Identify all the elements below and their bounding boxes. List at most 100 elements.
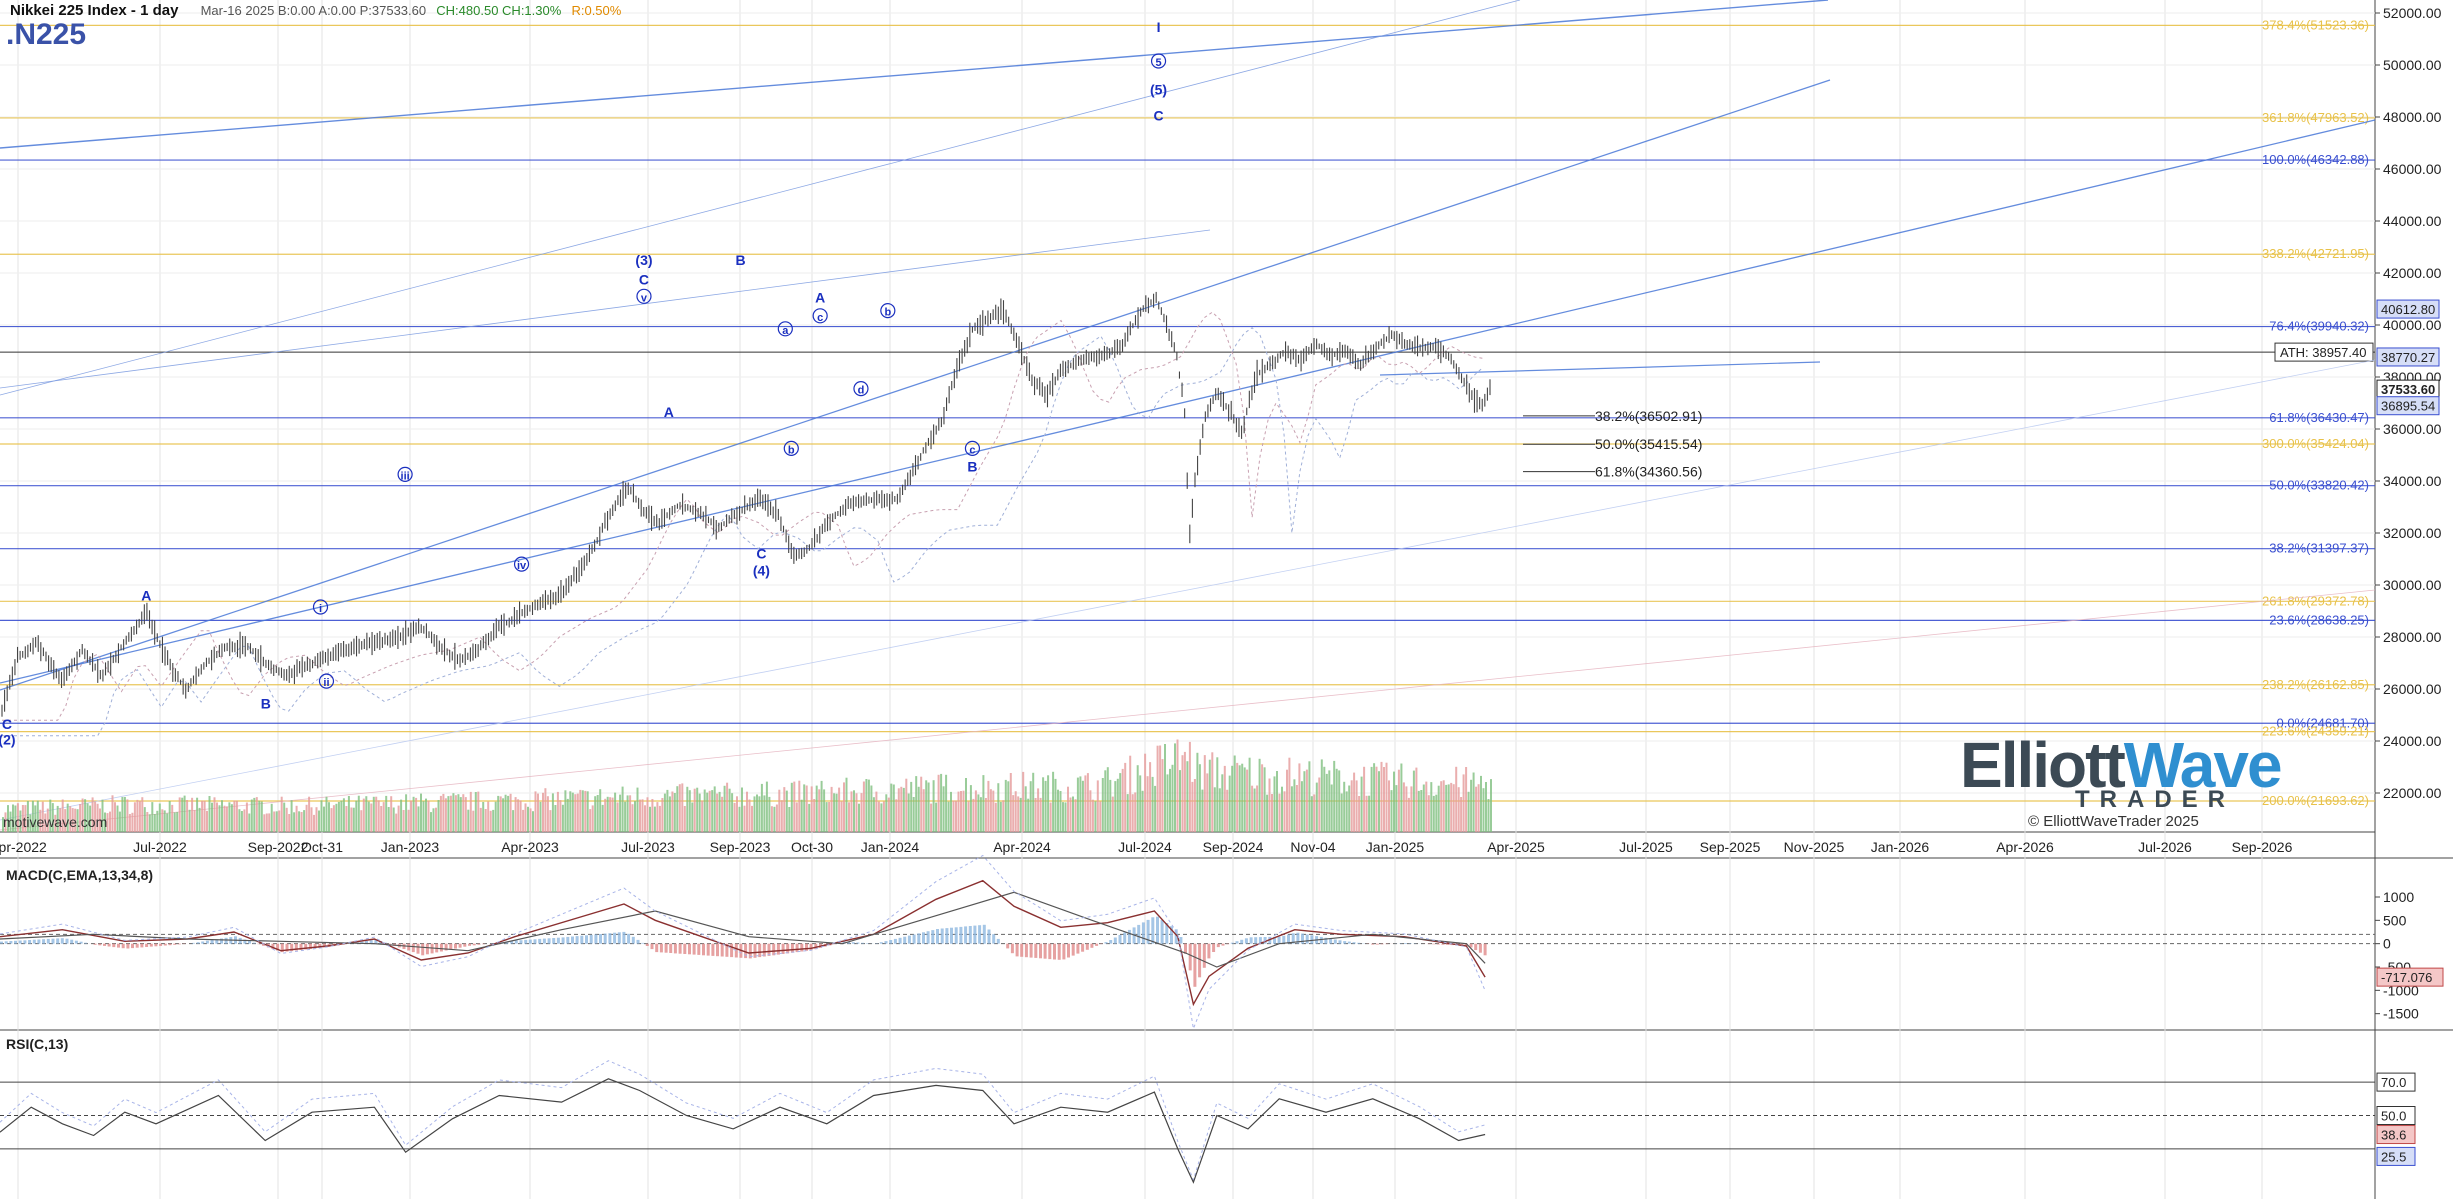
volume-bar: [340, 801, 342, 832]
macd-histogram-bar: [1282, 936, 1285, 944]
macd-histogram-bar: [1006, 944, 1009, 949]
volume-bar: [935, 803, 937, 832]
macd-histogram-bar: [646, 944, 649, 946]
volume-bar: [699, 794, 701, 832]
volume-bar: [617, 802, 619, 832]
macd-panel-title: MACD(C,EMA,13,34,8): [6, 867, 153, 883]
macd-histogram-bar: [1044, 944, 1047, 959]
wave-label: b: [884, 307, 891, 319]
volume-bar: [734, 803, 736, 832]
volume-bar: [577, 794, 579, 832]
volume-bar: [1438, 786, 1440, 832]
volume-bar: [1433, 796, 1435, 832]
volume-bar: [803, 784, 805, 832]
volume-bar: [642, 799, 644, 832]
volume-bar: [863, 782, 865, 833]
macd-histogram-bar: [1123, 933, 1126, 944]
volume-bar: [686, 787, 688, 832]
volume-bar: [731, 793, 733, 832]
macd-histogram-bar: [1353, 942, 1356, 944]
macd-histogram-bar: [1030, 944, 1033, 958]
volume-bar: [1343, 782, 1345, 832]
wave-label: C: [639, 271, 649, 287]
volume-bar: [1072, 797, 1074, 833]
macd-histogram-bar: [1301, 934, 1304, 944]
volume-bar: [1211, 752, 1213, 832]
copyright-text: © ElliottWaveTrader 2025: [2028, 813, 2199, 830]
macd-histogram-bar: [548, 938, 551, 943]
volume-bar: [925, 780, 927, 832]
volume-bar: [903, 788, 905, 832]
volume-bar: [838, 788, 840, 832]
macd-histogram-bar: [637, 940, 640, 944]
fib-label: 100.0%(46342.88): [2262, 152, 2369, 167]
volume-bar: [1293, 779, 1295, 832]
volume-bar: [159, 804, 161, 833]
macd-histogram-bar: [477, 944, 480, 945]
macd-histogram-bar: [112, 944, 115, 947]
macd-histogram-bar: [730, 944, 733, 957]
macd-histogram-bar: [1048, 944, 1051, 959]
volume-bar: [1405, 786, 1407, 832]
volume-bar: [1455, 767, 1457, 832]
volume-bar: [1032, 773, 1034, 832]
volume-bar: [343, 798, 345, 832]
volume-bar: [248, 814, 250, 833]
volume-bar: [201, 801, 203, 832]
logo-subtitle: TRADER: [2075, 786, 2235, 814]
rsi-panel-title: RSI(C,13): [6, 1036, 68, 1052]
volume-bar: [1443, 780, 1445, 832]
wave-label: A: [141, 587, 151, 603]
volume-bar: [1149, 762, 1151, 832]
volume-bar: [1276, 771, 1278, 832]
volume-bar: [1084, 775, 1086, 832]
volume-bar: [1097, 780, 1099, 832]
volume-bar: [704, 790, 706, 833]
volume-bar: [592, 805, 594, 832]
volume-bar: [766, 782, 768, 832]
macd-histogram-bar: [707, 944, 710, 956]
volume-bar: [1376, 767, 1378, 832]
volume-bar: [691, 803, 693, 833]
volume-bar: [861, 793, 863, 832]
volume-bar: [1102, 778, 1104, 832]
volume-bar: [1239, 765, 1241, 832]
macd-histogram-bar: [1479, 944, 1482, 953]
macd-histogram-bar: [5, 941, 8, 943]
volume-bar: [1306, 770, 1308, 832]
volume-bar: [612, 798, 614, 832]
macd-histogram-bar: [454, 944, 457, 949]
volume-bar: [1323, 767, 1325, 832]
price-tick-label: 34000.00: [2383, 473, 2442, 489]
volume-bar: [1331, 785, 1333, 833]
macd-histogram-bar: [19, 941, 22, 944]
volume-bar: [1147, 776, 1149, 832]
volume-bar: [1055, 779, 1057, 832]
volume-bar: [1224, 766, 1226, 832]
macd-tick-label: 500: [2383, 912, 2407, 928]
volume-bar: [654, 807, 656, 832]
macd-histogram-bar: [1086, 944, 1089, 950]
volume-bar: [883, 802, 885, 833]
volume-bar: [114, 802, 116, 832]
volume-bar: [527, 807, 529, 832]
volume-bar: [1251, 786, 1253, 832]
wave-label: d: [858, 385, 865, 397]
macd-histogram-bar: [178, 944, 181, 945]
rsi-tick-label: 50.0: [2381, 1109, 2406, 1124]
volume-bar: [465, 797, 467, 832]
volume-bar: [477, 792, 479, 832]
macd-histogram-bar: [33, 940, 36, 944]
volume-bar: [1020, 798, 1022, 832]
volume-bar: [1470, 780, 1472, 832]
volume-bar: [995, 803, 997, 832]
macd-histogram-bar: [1109, 940, 1112, 944]
volume-bar: [1089, 790, 1091, 832]
volume-bar: [293, 812, 295, 832]
volume-bar: [1094, 801, 1096, 832]
macd-histogram-bar: [613, 933, 616, 944]
volume-bar: [1209, 760, 1211, 832]
volume-bar: [1179, 770, 1181, 832]
volume-bar: [335, 804, 337, 832]
volume-bar: [1057, 790, 1059, 832]
